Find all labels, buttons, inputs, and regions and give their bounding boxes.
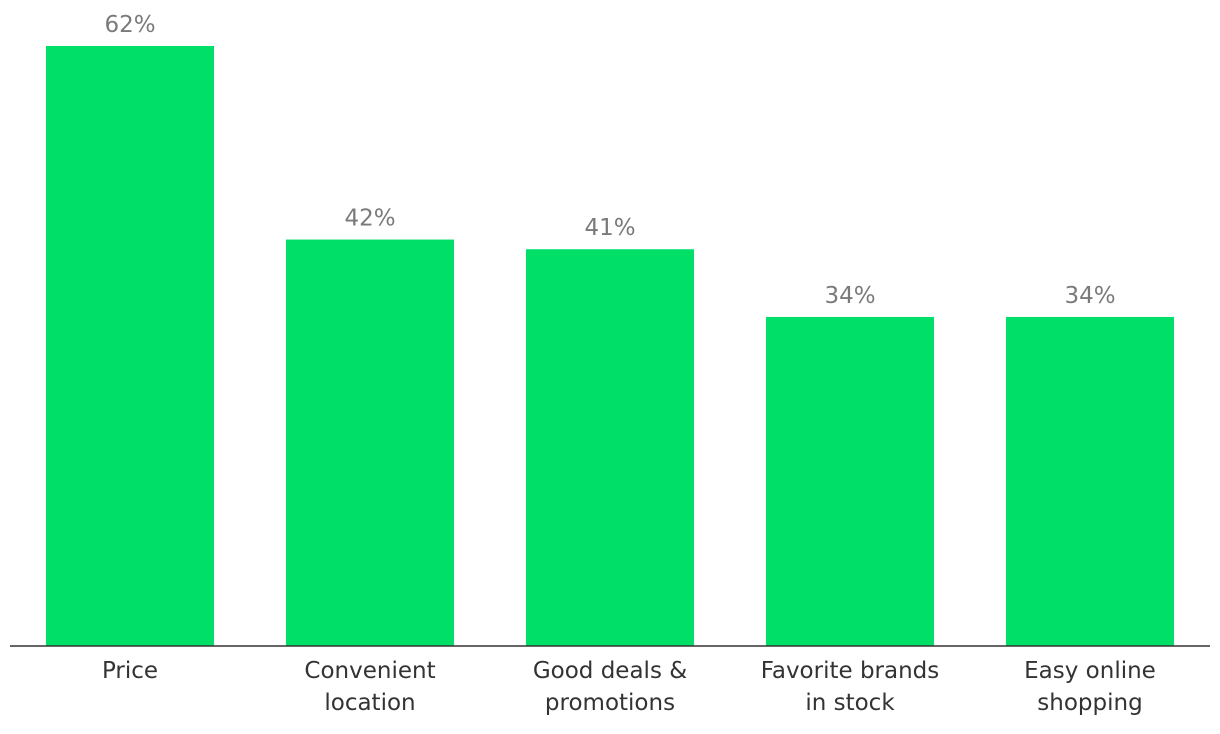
category-label-4: Easy online shopping [1024, 658, 1156, 716]
value-labels-group: 62% 42% 41% 34% 34% [104, 12, 1115, 309]
category-label-0: Price [102, 658, 158, 684]
category-label-1-line-0: Convenient [304, 658, 435, 684]
category-label-2: Good deals & promotions [533, 658, 687, 716]
bar-4 [1006, 316, 1174, 646]
category-label-3: Favorite brands in stock [761, 658, 940, 716]
category-label-0-line-0: Price [102, 658, 158, 684]
value-label-2: 41% [584, 215, 635, 241]
category-label-2-line-1: promotions [545, 690, 675, 716]
category-label-3-line-0: Favorite brands [761, 658, 940, 684]
category-label-4-line-1: shopping [1037, 690, 1142, 716]
category-labels-group: Price Convenient location Good deals & promo… [102, 658, 1156, 716]
category-label-3-line-1: in stock [805, 690, 895, 716]
category-label-2-line-0: Good deals & [533, 658, 687, 684]
bar-1 [286, 239, 454, 646]
bar-0 [46, 46, 214, 646]
value-label-1: 42% [344, 206, 395, 232]
value-label-0: 62% [104, 12, 155, 38]
category-label-4-line-0: Easy online [1024, 658, 1156, 684]
bar-2 [526, 249, 694, 646]
category-label-1: Convenient location [304, 658, 435, 716]
bar-3 [766, 316, 934, 646]
category-label-1-line-1: location [324, 690, 415, 716]
value-label-4: 34% [1064, 283, 1115, 309]
bars-group [46, 46, 1174, 646]
value-label-3: 34% [824, 283, 875, 309]
